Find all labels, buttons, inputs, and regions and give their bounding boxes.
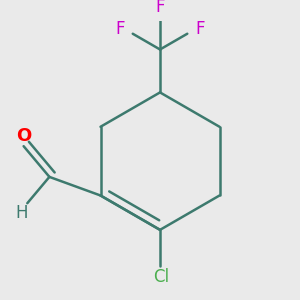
Text: F: F — [155, 0, 165, 16]
Text: Cl: Cl — [153, 268, 170, 286]
Text: F: F — [195, 20, 205, 38]
Text: H: H — [15, 204, 28, 222]
Text: F: F — [115, 20, 124, 38]
Text: O: O — [16, 127, 31, 145]
